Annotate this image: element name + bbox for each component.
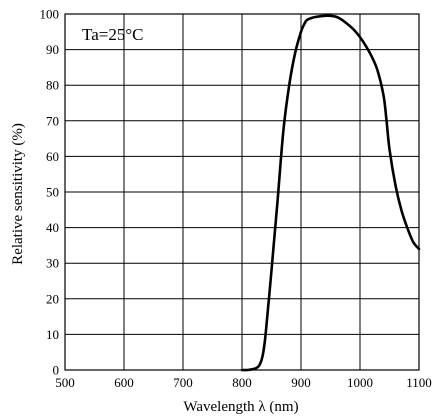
y-tick-labels: 0 10 20 30 40 50 60 70 80 90 100: [40, 7, 60, 378]
x-tick-label: 1000: [347, 375, 373, 390]
y-tick-label: 70: [46, 113, 59, 128]
y-axis-label: Relative sensitivity (%): [10, 123, 26, 265]
y-tick-label: 80: [46, 78, 59, 93]
x-axis-label: Wavelength λ (nm): [183, 399, 298, 415]
y-tick-label: 40: [46, 220, 59, 235]
sensitivity-curve: [240, 14, 421, 372]
x-tick-label: 500: [55, 375, 75, 390]
x-tick-label: 1100: [406, 375, 432, 390]
grid-lines: [65, 14, 419, 370]
y-tick-label: 60: [46, 149, 59, 164]
x-tick-label: 800: [232, 375, 252, 390]
x-tick-label: 900: [291, 375, 311, 390]
y-tick-label: 0: [53, 363, 60, 378]
y-tick-label: 10: [46, 327, 59, 342]
y-tick-label: 20: [46, 291, 59, 306]
y-tick-label: 30: [46, 256, 59, 271]
y-tick-label: 50: [46, 185, 59, 200]
x-tick-labels: 500 600 700 800 900 1000 1100: [55, 375, 432, 390]
x-tick-label: 700: [173, 375, 193, 390]
y-tick-label: 100: [40, 7, 60, 22]
temperature-annotation: Ta=25°C: [82, 25, 143, 44]
x-tick-label: 600: [114, 375, 134, 390]
y-tick-label: 90: [46, 42, 59, 57]
